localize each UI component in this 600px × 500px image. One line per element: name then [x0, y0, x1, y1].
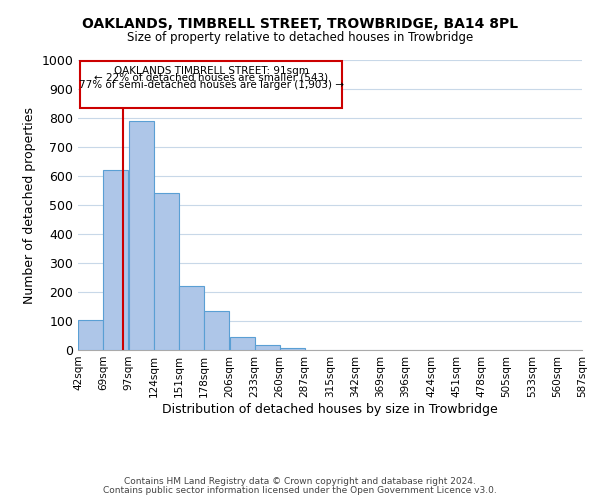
Y-axis label: Number of detached properties: Number of detached properties: [23, 106, 36, 304]
Text: OAKLANDS TIMBRELL STREET: 91sqm: OAKLANDS TIMBRELL STREET: 91sqm: [114, 66, 308, 76]
Bar: [78, 320, 103, 350]
Bar: [154, 193, 179, 350]
Bar: [254, 345, 280, 350]
Bar: [129, 121, 154, 350]
Text: ← 22% of detached houses are smaller (543): ← 22% of detached houses are smaller (54…: [94, 73, 328, 83]
Bar: [230, 337, 254, 350]
Text: OAKLANDS, TIMBRELL STREET, TROWBRIDGE, BA14 8PL: OAKLANDS, TIMBRELL STREET, TROWBRIDGE, B…: [82, 18, 518, 32]
Bar: [179, 286, 204, 350]
Bar: [204, 312, 229, 350]
Bar: [103, 170, 128, 350]
Text: Size of property relative to detached houses in Trowbridge: Size of property relative to detached ho…: [127, 31, 473, 44]
Bar: [280, 348, 305, 350]
Text: Contains HM Land Registry data © Crown copyright and database right 2024.: Contains HM Land Registry data © Crown c…: [124, 477, 476, 486]
Text: Contains public sector information licensed under the Open Government Licence v3: Contains public sector information licen…: [103, 486, 497, 495]
FancyBboxPatch shape: [80, 60, 343, 108]
Text: 77% of semi-detached houses are larger (1,903) →: 77% of semi-detached houses are larger (…: [79, 80, 344, 90]
X-axis label: Distribution of detached houses by size in Trowbridge: Distribution of detached houses by size …: [162, 402, 498, 415]
